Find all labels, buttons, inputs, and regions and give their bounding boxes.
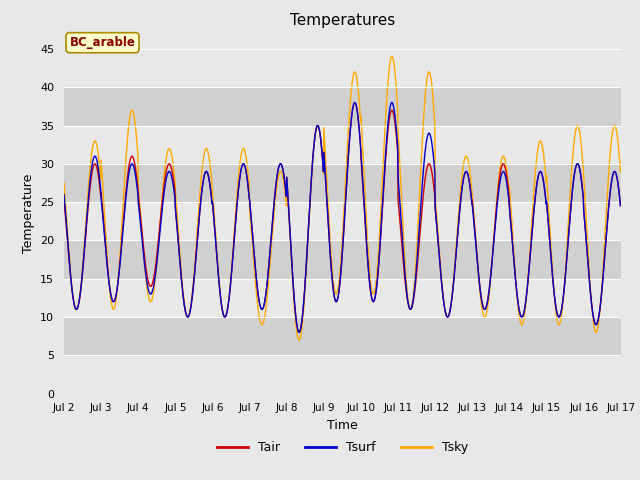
Bar: [64, 87, 621, 125]
Bar: [64, 279, 621, 317]
Bar: [64, 240, 621, 279]
Bar: [64, 49, 621, 87]
Bar: [64, 164, 621, 202]
Bar: [64, 317, 621, 355]
Bar: [64, 125, 621, 164]
Bar: [64, 355, 621, 394]
Y-axis label: Temperature: Temperature: [22, 174, 35, 253]
Text: BC_arable: BC_arable: [70, 36, 136, 49]
Bar: [64, 202, 621, 240]
Legend: Tair, Tsurf, Tsky: Tair, Tsurf, Tsky: [212, 436, 473, 459]
Title: Temperatures: Temperatures: [290, 13, 395, 28]
X-axis label: Time: Time: [327, 419, 358, 432]
